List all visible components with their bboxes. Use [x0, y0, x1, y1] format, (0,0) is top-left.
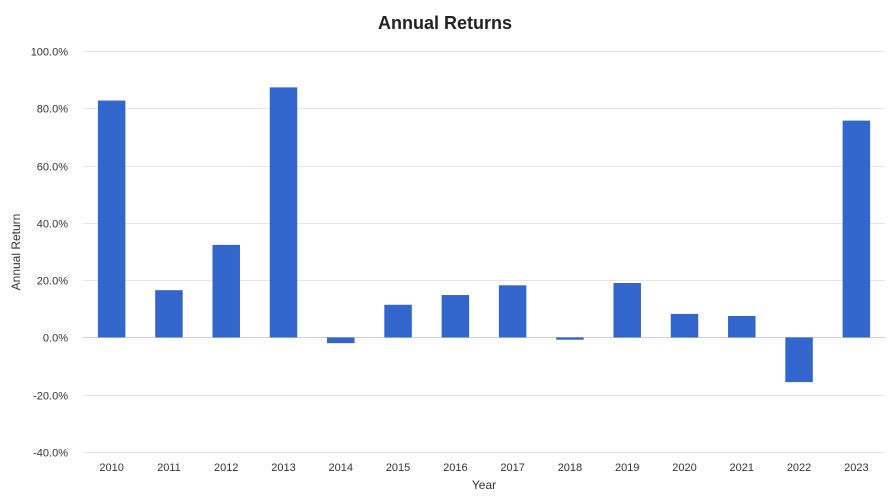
bar-2015[interactable]: [384, 304, 412, 338]
bar-2021[interactable]: [728, 315, 756, 338]
bar-2011[interactable]: [155, 290, 183, 338]
x-tick-label: 2012: [214, 462, 238, 474]
chart-title: Annual Returns: [378, 13, 512, 33]
x-tick-label: 2022: [787, 462, 811, 474]
x-axis-label: Year: [472, 478, 496, 492]
bar-2017[interactable]: [498, 285, 527, 338]
bar-2018[interactable]: [556, 337, 584, 340]
y-axis-label: Annual Return: [9, 214, 23, 291]
bar-2016[interactable]: [441, 295, 470, 338]
y-tick-label: 60.0%: [37, 162, 68, 174]
x-tick-label: 2015: [386, 462, 410, 474]
x-tick-label: 2021: [730, 462, 754, 474]
bar-2013[interactable]: [269, 87, 298, 338]
x-tick-label: 2014: [329, 462, 353, 474]
y-tick-label: 0.0%: [43, 333, 68, 345]
bar-2022[interactable]: [785, 337, 813, 383]
gridlines: [83, 51, 885, 453]
bar-2010[interactable]: [97, 100, 126, 338]
bar-2019[interactable]: [613, 283, 641, 338]
y-tick-label: 40.0%: [37, 219, 68, 231]
x-tick-label: 2010: [99, 462, 123, 474]
bar-2020[interactable]: [670, 313, 699, 338]
x-tick-label: 2018: [558, 462, 582, 474]
bar-2014[interactable]: [327, 337, 355, 344]
x-tick-label: 2020: [672, 462, 696, 474]
x-axis-ticks: 2010 2011 2012 2013 2014 2015 2016 2017 2018 2019…: [99, 462, 868, 474]
bar-2012[interactable]: [212, 244, 240, 338]
x-tick-label: 2019: [615, 462, 639, 474]
y-tick-label: 100.0%: [31, 47, 69, 59]
y-tick-label: -20.0%: [33, 391, 68, 403]
x-tick-label: 2017: [500, 462, 524, 474]
x-tick-label: 2023: [844, 462, 868, 474]
bar-2023[interactable]: [842, 120, 871, 338]
y-tick-label: 20.0%: [37, 276, 68, 288]
x-tick-label: 2011: [157, 462, 181, 474]
bars: [97, 87, 871, 383]
x-tick-label: 2013: [271, 462, 295, 474]
y-tick-label: 80.0%: [37, 104, 68, 116]
y-axis-ticks: -40.0% -20.0% 0.0% 20.0% 40.0% 60.0% 80.0% 100.…: [31, 47, 69, 460]
x-tick-label: 2016: [443, 462, 467, 474]
y-tick-label: -40.0%: [33, 448, 68, 460]
